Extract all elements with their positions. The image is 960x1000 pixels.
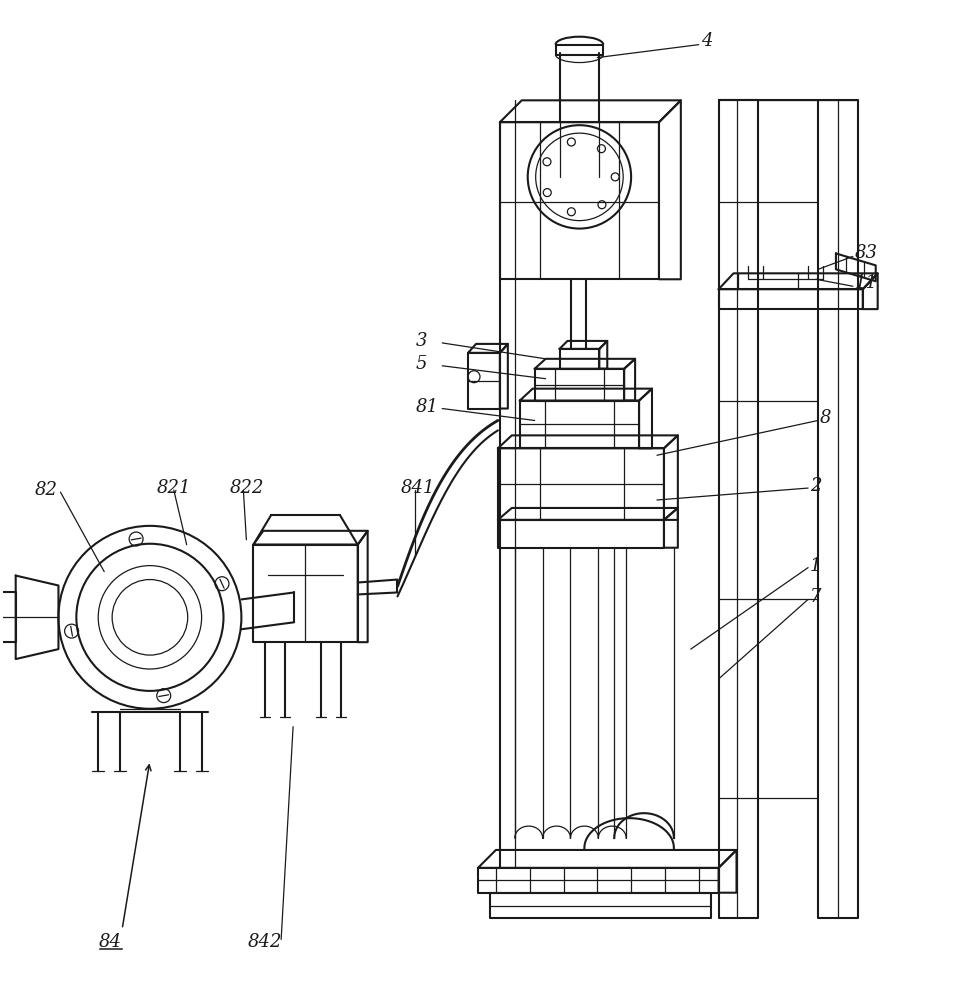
Text: 842: 842 (248, 933, 282, 951)
Text: 83: 83 (854, 244, 877, 262)
Text: 2: 2 (810, 477, 822, 495)
Text: 3: 3 (416, 332, 427, 350)
Text: 81: 81 (416, 398, 439, 416)
Text: 4: 4 (701, 32, 712, 50)
Text: 822: 822 (229, 479, 264, 497)
Text: 841: 841 (400, 479, 435, 497)
Text: 821: 821 (156, 479, 191, 497)
Text: 7: 7 (810, 588, 822, 606)
Text: 5: 5 (416, 355, 427, 373)
Text: 82: 82 (35, 481, 58, 499)
Text: 8: 8 (820, 409, 831, 427)
Text: 11: 11 (854, 274, 877, 292)
Text: 84: 84 (99, 933, 122, 951)
Text: 1: 1 (810, 557, 822, 575)
